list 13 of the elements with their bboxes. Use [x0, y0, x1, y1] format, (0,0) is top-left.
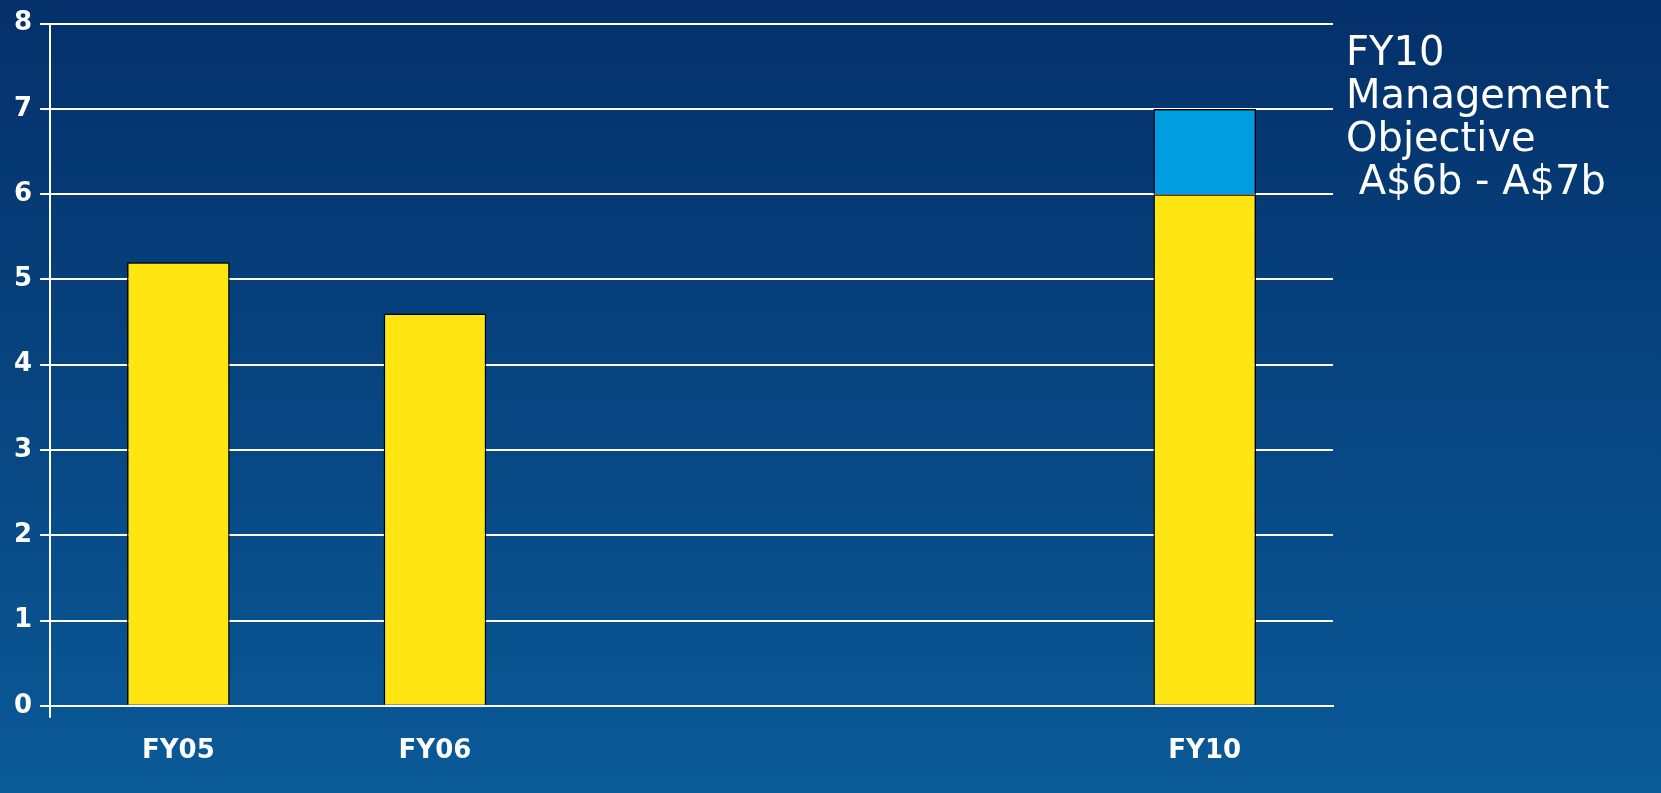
- y-tick-label: 5: [14, 262, 33, 293]
- x-tick-label: FY05: [141, 734, 215, 765]
- x-tick-label: FY10: [1168, 734, 1242, 765]
- y-tick-label: 3: [14, 432, 33, 463]
- y-tick-label: 7: [14, 91, 33, 122]
- text: FY10 Management Objective A$6b - A$7b: [1346, 28, 1610, 203]
- y-tick-label: 2: [14, 518, 33, 548]
- y-tick-label: 8: [14, 6, 33, 37]
- y-tick-label: 1: [14, 603, 33, 634]
- y-tick-label: 0: [14, 688, 33, 719]
- y-tick-label: 6: [14, 176, 33, 207]
- y-tick-label: 4: [14, 347, 33, 378]
- x-tick-label: FY06: [398, 734, 472, 765]
